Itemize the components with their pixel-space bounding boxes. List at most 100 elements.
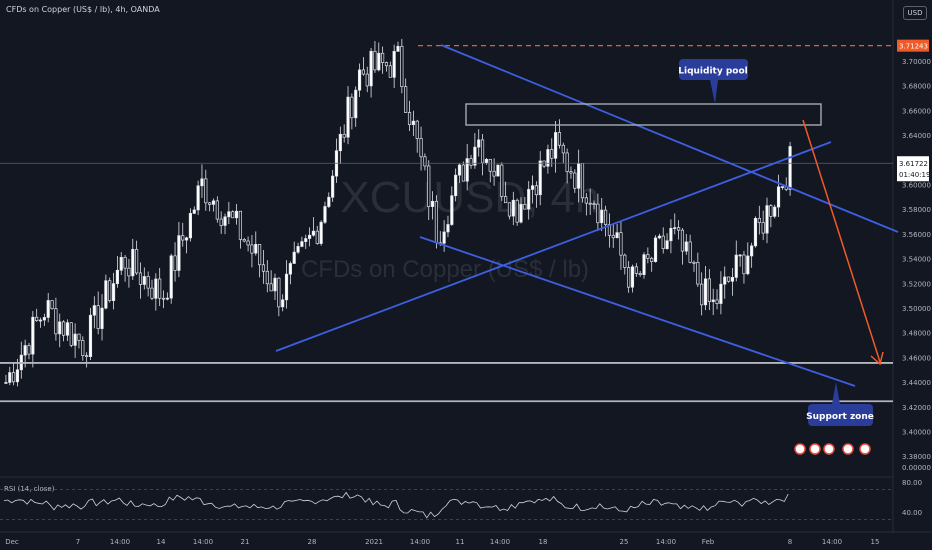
candle-body	[331, 175, 335, 198]
candle-body	[73, 333, 77, 346]
candle-body	[673, 227, 677, 229]
price-tick-label: 3.46000	[902, 354, 931, 362]
candle-body	[35, 316, 39, 322]
candle-body	[231, 211, 235, 219]
candle-body	[27, 345, 31, 355]
time-tick-label: Dec	[5, 538, 19, 546]
candle-body	[407, 112, 412, 126]
candle-body	[246, 240, 250, 246]
candle-body	[350, 96, 354, 119]
candle-body	[765, 205, 769, 234]
liquidity-pool-zone	[465, 103, 822, 126]
candle-body	[361, 69, 365, 75]
candle-body	[208, 202, 212, 205]
currency-button[interactable]: USD	[903, 6, 927, 20]
candle-body	[669, 227, 673, 242]
candle-body	[515, 199, 519, 223]
candle-body	[696, 262, 700, 285]
candle-body	[642, 254, 646, 275]
candle-body	[92, 305, 96, 316]
candle-body	[12, 372, 16, 383]
candle-body	[354, 89, 358, 119]
high-price-badge	[897, 39, 929, 52]
time-tick-label: 18	[539, 538, 548, 546]
candle-body	[158, 278, 162, 299]
candle-body	[396, 45, 400, 52]
economic-event-icon	[809, 443, 821, 455]
candle-body	[65, 322, 70, 336]
candle-body	[15, 369, 20, 383]
time-tick-label: 14:00	[822, 538, 842, 546]
price-tick-label: 3.48000	[902, 330, 931, 338]
time-tick-label: 21	[241, 538, 250, 546]
candle-body	[588, 202, 592, 205]
candle-body	[188, 213, 193, 239]
chart-title: CFDs on Copper (US$ / lb), 4h, OANDA	[6, 5, 160, 14]
candle-body	[442, 231, 446, 244]
price-tick-label: 3.50000	[902, 305, 931, 313]
time-tick-label: 14	[157, 538, 166, 546]
candle-body	[273, 277, 277, 292]
price-tick-label: 3.64000	[902, 132, 931, 140]
candle-body	[557, 132, 562, 146]
economic-event-icon	[823, 443, 835, 455]
candle-body	[108, 280, 112, 301]
candle-body	[477, 139, 481, 148]
time-tick-label: Feb	[702, 538, 715, 546]
candle-body	[173, 255, 177, 271]
candle-body	[504, 196, 508, 204]
liquidity-pool-label-box	[679, 59, 748, 80]
economic-event-icon	[859, 443, 871, 455]
candle-body	[692, 261, 696, 264]
candle-body	[165, 297, 169, 300]
price-tick-label: 3.58000	[902, 206, 931, 214]
candle-body	[734, 254, 738, 278]
candle-body	[85, 355, 89, 357]
candle-body	[150, 287, 154, 299]
descending-trendline-lower	[419, 236, 856, 387]
candle-body	[577, 163, 581, 189]
candle-body	[88, 314, 93, 357]
candle-body	[288, 263, 292, 275]
candle-body	[523, 203, 527, 210]
candle-body	[484, 158, 488, 164]
candle-body	[161, 297, 166, 300]
candle-body	[431, 200, 435, 207]
candle-body	[500, 164, 504, 197]
rsi-indicator-label[interactable]: RSI (14, close)	[4, 485, 55, 493]
price-tick-label: 3.56000	[902, 231, 931, 239]
candle-body	[38, 319, 43, 322]
candle-body	[730, 277, 734, 282]
candle-body	[192, 209, 196, 214]
candle-body	[123, 256, 127, 269]
price-tick-label: 3.52000	[902, 280, 931, 288]
support-zone-label: Support zone	[806, 412, 874, 422]
candle-body	[23, 345, 27, 356]
candle-body	[469, 158, 473, 166]
candle-body	[427, 165, 431, 207]
candle-body	[415, 120, 419, 139]
candle-body	[227, 211, 231, 218]
candle-body	[338, 133, 342, 152]
candle-body	[434, 200, 439, 244]
candle-body	[419, 138, 423, 158]
candle-body	[561, 144, 565, 154]
candle-body	[238, 210, 242, 240]
ascending-trendline	[275, 141, 832, 352]
price-tick-label: 3.40000	[902, 429, 931, 437]
candle-body	[746, 255, 750, 275]
candle-body	[4, 382, 8, 384]
candle-body	[600, 209, 604, 224]
candle-body	[400, 45, 404, 88]
candle-body	[327, 196, 331, 207]
candle-body	[111, 283, 116, 301]
candle-body	[573, 172, 577, 189]
candle-body	[292, 251, 296, 264]
candle-body	[311, 230, 316, 236]
countdown-label: 01:40:19	[899, 171, 930, 179]
price-tick-label: 3.42000	[902, 404, 931, 412]
candle-body	[619, 232, 623, 256]
candle-body	[634, 266, 638, 274]
